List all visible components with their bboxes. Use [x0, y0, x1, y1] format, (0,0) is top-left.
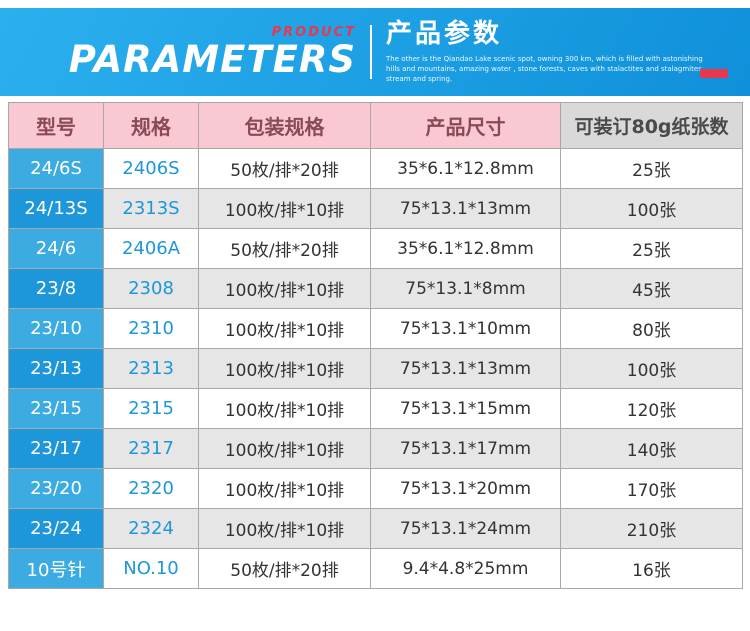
size-cell: 75*13.1*15mm [370, 388, 561, 429]
size-cell: 75*13.1*17mm [370, 428, 561, 469]
packing-cell: 50枚/排*20排 [198, 228, 371, 269]
table-row: 23/8 2308 100枚/排*10排 75*13.1*8mm 45张 [8, 268, 743, 309]
spec-cell: 2313 [103, 348, 199, 389]
spec-cell: 2324 [103, 508, 199, 549]
size-cell: 75*13.1*24mm [370, 508, 561, 549]
column-header: 包装规格 [198, 102, 371, 149]
banner-divider [370, 25, 372, 79]
column-header: 可装订80g纸张数 [560, 102, 743, 149]
size-cell: 9.4*4.8*25mm [370, 548, 561, 589]
banner-left: PRODUCT PARAMETERS [0, 26, 358, 78]
packing-cell: 100枚/排*10排 [198, 348, 371, 389]
packing-cell: 100枚/排*10排 [198, 468, 371, 509]
packing-cell: 100枚/排*10排 [198, 188, 371, 229]
spec-cell: 2313S [103, 188, 199, 229]
banner-title-cn: 产品参数 [386, 18, 503, 49]
model-cell: 23/24 [8, 508, 104, 549]
table-row: 23/15 2315 100枚/排*10排 75*13.1*15mm 120张 [8, 388, 743, 429]
model-cell: 23/10 [8, 308, 104, 349]
spec-cell: 2406A [103, 228, 199, 269]
column-header: 产品尺寸 [370, 102, 561, 149]
table-row: 23/13 2313 100枚/排*10排 75*13.1*13mm 100张 [8, 348, 743, 389]
packing-cell: 100枚/排*10排 [198, 268, 371, 309]
table-row: 24/6 2406A 50枚/排*20排 35*6.1*12.8mm 25张 [8, 228, 743, 269]
model-cell: 24/6S [8, 148, 104, 189]
table-row: 23/17 2317 100枚/排*10排 75*13.1*17mm 140张 [8, 428, 743, 469]
banner: PRODUCT PARAMETERS 产品参数 The other is the… [0, 8, 750, 96]
packing-cell: 100枚/排*10排 [198, 508, 371, 549]
packing-cell: 100枚/排*10排 [198, 308, 371, 349]
capacity-cell: 80张 [560, 308, 743, 349]
spec-cell: 2315 [103, 388, 199, 429]
red-accent-box [700, 69, 728, 79]
model-cell: 23/8 [8, 268, 104, 309]
model-cell: 10号针 [8, 548, 104, 589]
size-cell: 75*13.1*8mm [370, 268, 561, 309]
table-row: 23/20 2320 100枚/排*10排 75*13.1*20mm 170张 [8, 468, 743, 509]
size-cell: 35*6.1*12.8mm [370, 228, 561, 269]
model-cell: 23/13 [8, 348, 104, 389]
spec-cell: NO.10 [103, 548, 199, 589]
column-header: 规格 [103, 102, 199, 149]
capacity-cell: 100张 [560, 348, 743, 389]
packing-cell: 50枚/排*20排 [198, 148, 371, 189]
size-cell: 75*13.1*10mm [370, 308, 561, 349]
capacity-cell: 16张 [560, 548, 743, 589]
banner-subtitle: The other is the Qiandao Lake scenic spo… [386, 54, 705, 84]
spec-cell: 2308 [103, 268, 199, 309]
size-cell: 75*13.1*13mm [370, 348, 561, 389]
capacity-cell: 25张 [560, 228, 743, 269]
spec-cell: 2320 [103, 468, 199, 509]
model-cell: 23/15 [8, 388, 104, 429]
packing-cell: 100枚/排*10排 [198, 388, 371, 429]
table-row: 10号针 NO.10 50枚/排*20排 9.4*4.8*25mm 16张 [8, 548, 743, 589]
capacity-cell: 25张 [560, 148, 743, 189]
spec-cell: 2317 [103, 428, 199, 469]
table-row: 23/24 2324 100枚/排*10排 75*13.1*24mm 210张 [8, 508, 743, 549]
size-cell: 75*13.1*20mm [370, 468, 561, 509]
capacity-cell: 210张 [560, 508, 743, 549]
model-cell: 24/6 [8, 228, 104, 269]
model-cell: 23/17 [8, 428, 104, 469]
capacity-cell: 120张 [560, 388, 743, 429]
spec-cell: 2310 [103, 308, 199, 349]
model-cell: 24/13S [8, 188, 104, 229]
banner-right: 产品参数 The other is the Qiandao Lake sceni… [386, 18, 736, 84]
parameters-table: 型号 规格 包装规格 产品尺寸 可装订80g纸张数 24/6S 2406S 50枚/排*20… [8, 102, 743, 589]
packing-cell: 100枚/排*10排 [198, 428, 371, 469]
table-body: 24/6S 2406S 50枚/排*20排 35*6.1*12.8mm 25张 24/13… [8, 148, 743, 589]
size-cell: 75*13.1*13mm [370, 188, 561, 229]
table-row: 24/6S 2406S 50枚/排*20排 35*6.1*12.8mm 25张 [8, 148, 743, 189]
capacity-cell: 45张 [560, 268, 743, 309]
model-cell: 23/20 [8, 468, 104, 509]
table-row: 24/13S 2313S 100枚/排*10排 75*13.1*13mm 100张 [8, 188, 743, 229]
capacity-cell: 100张 [560, 188, 743, 229]
table-header-row: 型号 规格 包装规格 产品尺寸 可装订80g纸张数 [8, 102, 743, 149]
size-cell: 35*6.1*12.8mm [370, 148, 561, 189]
capacity-cell: 140张 [560, 428, 743, 469]
spec-cell: 2406S [103, 148, 199, 189]
packing-cell: 50枚/排*20排 [198, 548, 371, 589]
column-header: 型号 [8, 102, 104, 149]
parameters-title: PARAMETERS [68, 38, 356, 81]
product-label: PRODUCT [271, 25, 356, 40]
table-row: 23/10 2310 100枚/排*10排 75*13.1*10mm 80张 [8, 308, 743, 349]
capacity-cell: 170张 [560, 468, 743, 509]
